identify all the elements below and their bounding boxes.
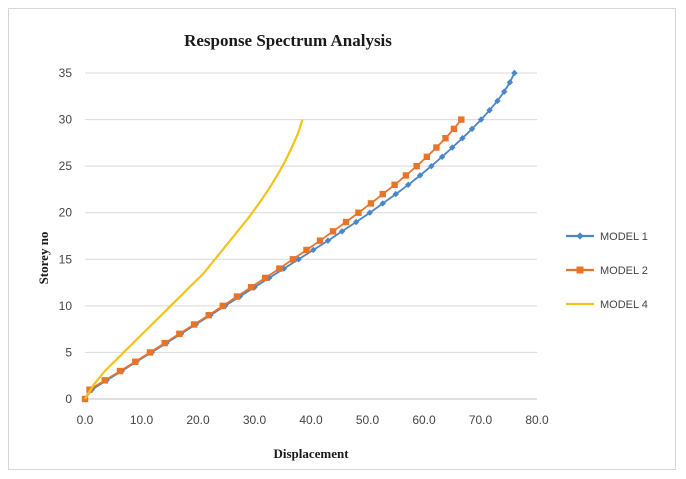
data-point	[147, 349, 153, 355]
data-point	[317, 237, 323, 243]
y-tick-label: 5	[65, 345, 72, 359]
x-tick-label: 0.0	[77, 413, 94, 427]
y-tick-label: 30	[59, 113, 73, 127]
data-point	[355, 210, 361, 216]
data-point	[248, 284, 254, 290]
data-point	[330, 228, 336, 234]
data-point	[161, 340, 167, 346]
x-axis-title: Displacement	[273, 446, 349, 461]
data-point	[276, 265, 282, 271]
data-point	[343, 219, 349, 225]
x-tick-label: 40.0	[299, 413, 323, 427]
x-tick-label: 30.0	[243, 413, 267, 427]
data-point	[424, 154, 430, 160]
chart-title: Response Spectrum Analysis	[184, 31, 392, 50]
x-tick-label: 50.0	[356, 413, 380, 427]
x-tick-label: 20.0	[186, 413, 210, 427]
data-point	[220, 303, 226, 309]
data-point	[458, 116, 464, 122]
legend-label: MODEL 1	[600, 231, 648, 243]
y-tick-label: 10	[59, 299, 73, 313]
data-point	[511, 70, 517, 76]
legend-label: MODEL 4	[600, 299, 648, 311]
y-tick-labels: 0 5 10 15 20 25 30 35	[59, 66, 73, 406]
legend-marker	[576, 232, 583, 239]
y-tick-label: 20	[59, 206, 73, 220]
data-point	[368, 200, 374, 206]
data-point	[442, 135, 448, 141]
legend-item: MODEL 1	[566, 231, 648, 243]
data-point	[451, 126, 457, 132]
data-point	[206, 312, 212, 318]
legend-label: MODEL 2	[600, 265, 648, 277]
data-point	[234, 293, 240, 299]
y-tick-label: 15	[59, 252, 73, 266]
y-axis-title: Storey no	[36, 232, 51, 285]
legend-marker	[577, 267, 584, 274]
legend-item: MODEL 4	[566, 299, 648, 311]
legend: MODEL 1 MODEL 2 MODEL 4	[566, 231, 648, 311]
data-point	[262, 275, 268, 281]
x-tick-label: 10.0	[130, 413, 154, 427]
data-point	[191, 321, 197, 327]
data-point	[290, 256, 296, 262]
x-tick-labels: 0.0 10.0 20.0 30.0 40.0 50.0 60.0 70.0 80.0	[77, 413, 549, 427]
data-point	[391, 182, 397, 188]
y-tick-label: 35	[59, 66, 73, 80]
data-point	[132, 359, 138, 365]
data-point	[403, 172, 409, 178]
data-point	[117, 368, 123, 374]
data-point	[102, 377, 108, 383]
data-point	[433, 144, 439, 150]
legend-item: MODEL 2	[566, 265, 648, 277]
data-point	[380, 191, 386, 197]
x-tick-label: 80.0	[525, 413, 549, 427]
y-tick-label: 25	[59, 159, 73, 173]
x-tick-label: 60.0	[412, 413, 436, 427]
x-tick-label: 70.0	[469, 413, 493, 427]
data-point	[413, 163, 419, 169]
data-point	[303, 247, 309, 253]
y-tick-label: 0	[65, 392, 72, 406]
data-point	[176, 331, 182, 337]
